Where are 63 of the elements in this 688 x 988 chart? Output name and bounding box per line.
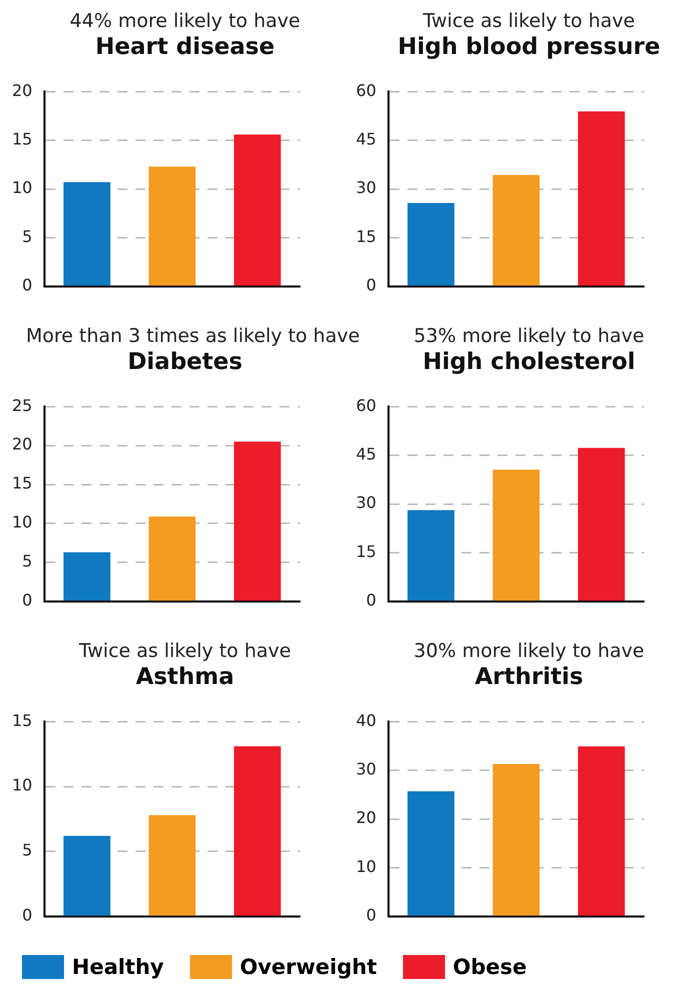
legend-label: Obese <box>452 955 527 979</box>
bar <box>492 175 540 286</box>
chart-subtitle: Twice as likely to have <box>422 10 636 34</box>
y-tick-label: 25 <box>12 396 32 415</box>
y-tick-label: 45 <box>356 129 376 148</box>
chart-subtitle: 44% more likely to have <box>68 10 302 34</box>
y-tick-label: 40 <box>356 710 376 730</box>
y-tick-label: 0 <box>366 590 376 610</box>
y-tick-label: 60 <box>356 80 376 100</box>
bar <box>492 764 540 916</box>
y-tick-label: 60 <box>356 396 376 415</box>
chart-subtitle: 30% more likely to have <box>412 640 646 664</box>
y-tick-label: 5 <box>22 840 32 860</box>
bar <box>148 166 196 286</box>
y-tick-label: 15 <box>12 710 32 730</box>
bar <box>578 111 625 286</box>
bar <box>408 510 454 601</box>
y-tick-label: 0 <box>22 590 32 610</box>
bar <box>234 134 281 286</box>
y-tick-label: 5 <box>22 226 32 246</box>
y-tick-label: 30 <box>356 493 376 512</box>
chart-title: Asthma <box>134 664 236 692</box>
y-tick-label: 45 <box>356 444 376 464</box>
y-tick-label: 10 <box>356 856 376 876</box>
bar <box>148 516 196 601</box>
y-tick-label: 30 <box>356 178 376 198</box>
y-tick-label: 0 <box>22 906 32 925</box>
bar <box>64 552 110 601</box>
y-tick-label: 15 <box>356 226 376 246</box>
chart-title: Heart disease <box>94 34 276 62</box>
chart-title: Diabetes <box>126 349 244 377</box>
bar <box>578 448 625 601</box>
bar <box>148 815 196 916</box>
y-tick-label: 10 <box>12 512 32 532</box>
bar <box>578 746 625 916</box>
y-tick-label: 10 <box>12 776 32 795</box>
y-tick-label: 15 <box>356 542 376 561</box>
y-tick-label: 0 <box>366 906 376 925</box>
chart-title: High blood pressure <box>396 34 662 62</box>
legend-label: Healthy <box>72 955 164 979</box>
legend-label: Overweight <box>240 955 377 979</box>
y-tick-label: 20 <box>12 434 32 454</box>
y-tick-label: 20 <box>356 808 376 828</box>
bar <box>64 836 110 916</box>
y-tick-label: 15 <box>12 129 32 148</box>
y-tick-label: 20 <box>12 80 32 100</box>
bar <box>234 442 281 601</box>
chart-title: High cholesterol <box>422 349 636 377</box>
chart-subtitle: 53% more likely to have <box>414 325 644 347</box>
bar <box>234 746 281 916</box>
chart-subtitle: Twice as likely to have <box>78 640 292 664</box>
bar <box>408 791 454 916</box>
y-tick-label: 0 <box>366 276 376 295</box>
y-tick-label: 15 <box>12 474 32 493</box>
y-tick-label: 5 <box>22 552 32 571</box>
y-tick-label: 10 <box>12 178 32 198</box>
bar <box>492 470 540 601</box>
bar <box>408 202 454 286</box>
chart-title: Arthritis <box>474 664 584 692</box>
y-tick-label: 30 <box>356 759 376 778</box>
chart-subtitle: More than 3 times as likely to have <box>25 325 360 349</box>
y-tick-label: 0 <box>22 276 32 295</box>
bar <box>64 182 110 286</box>
